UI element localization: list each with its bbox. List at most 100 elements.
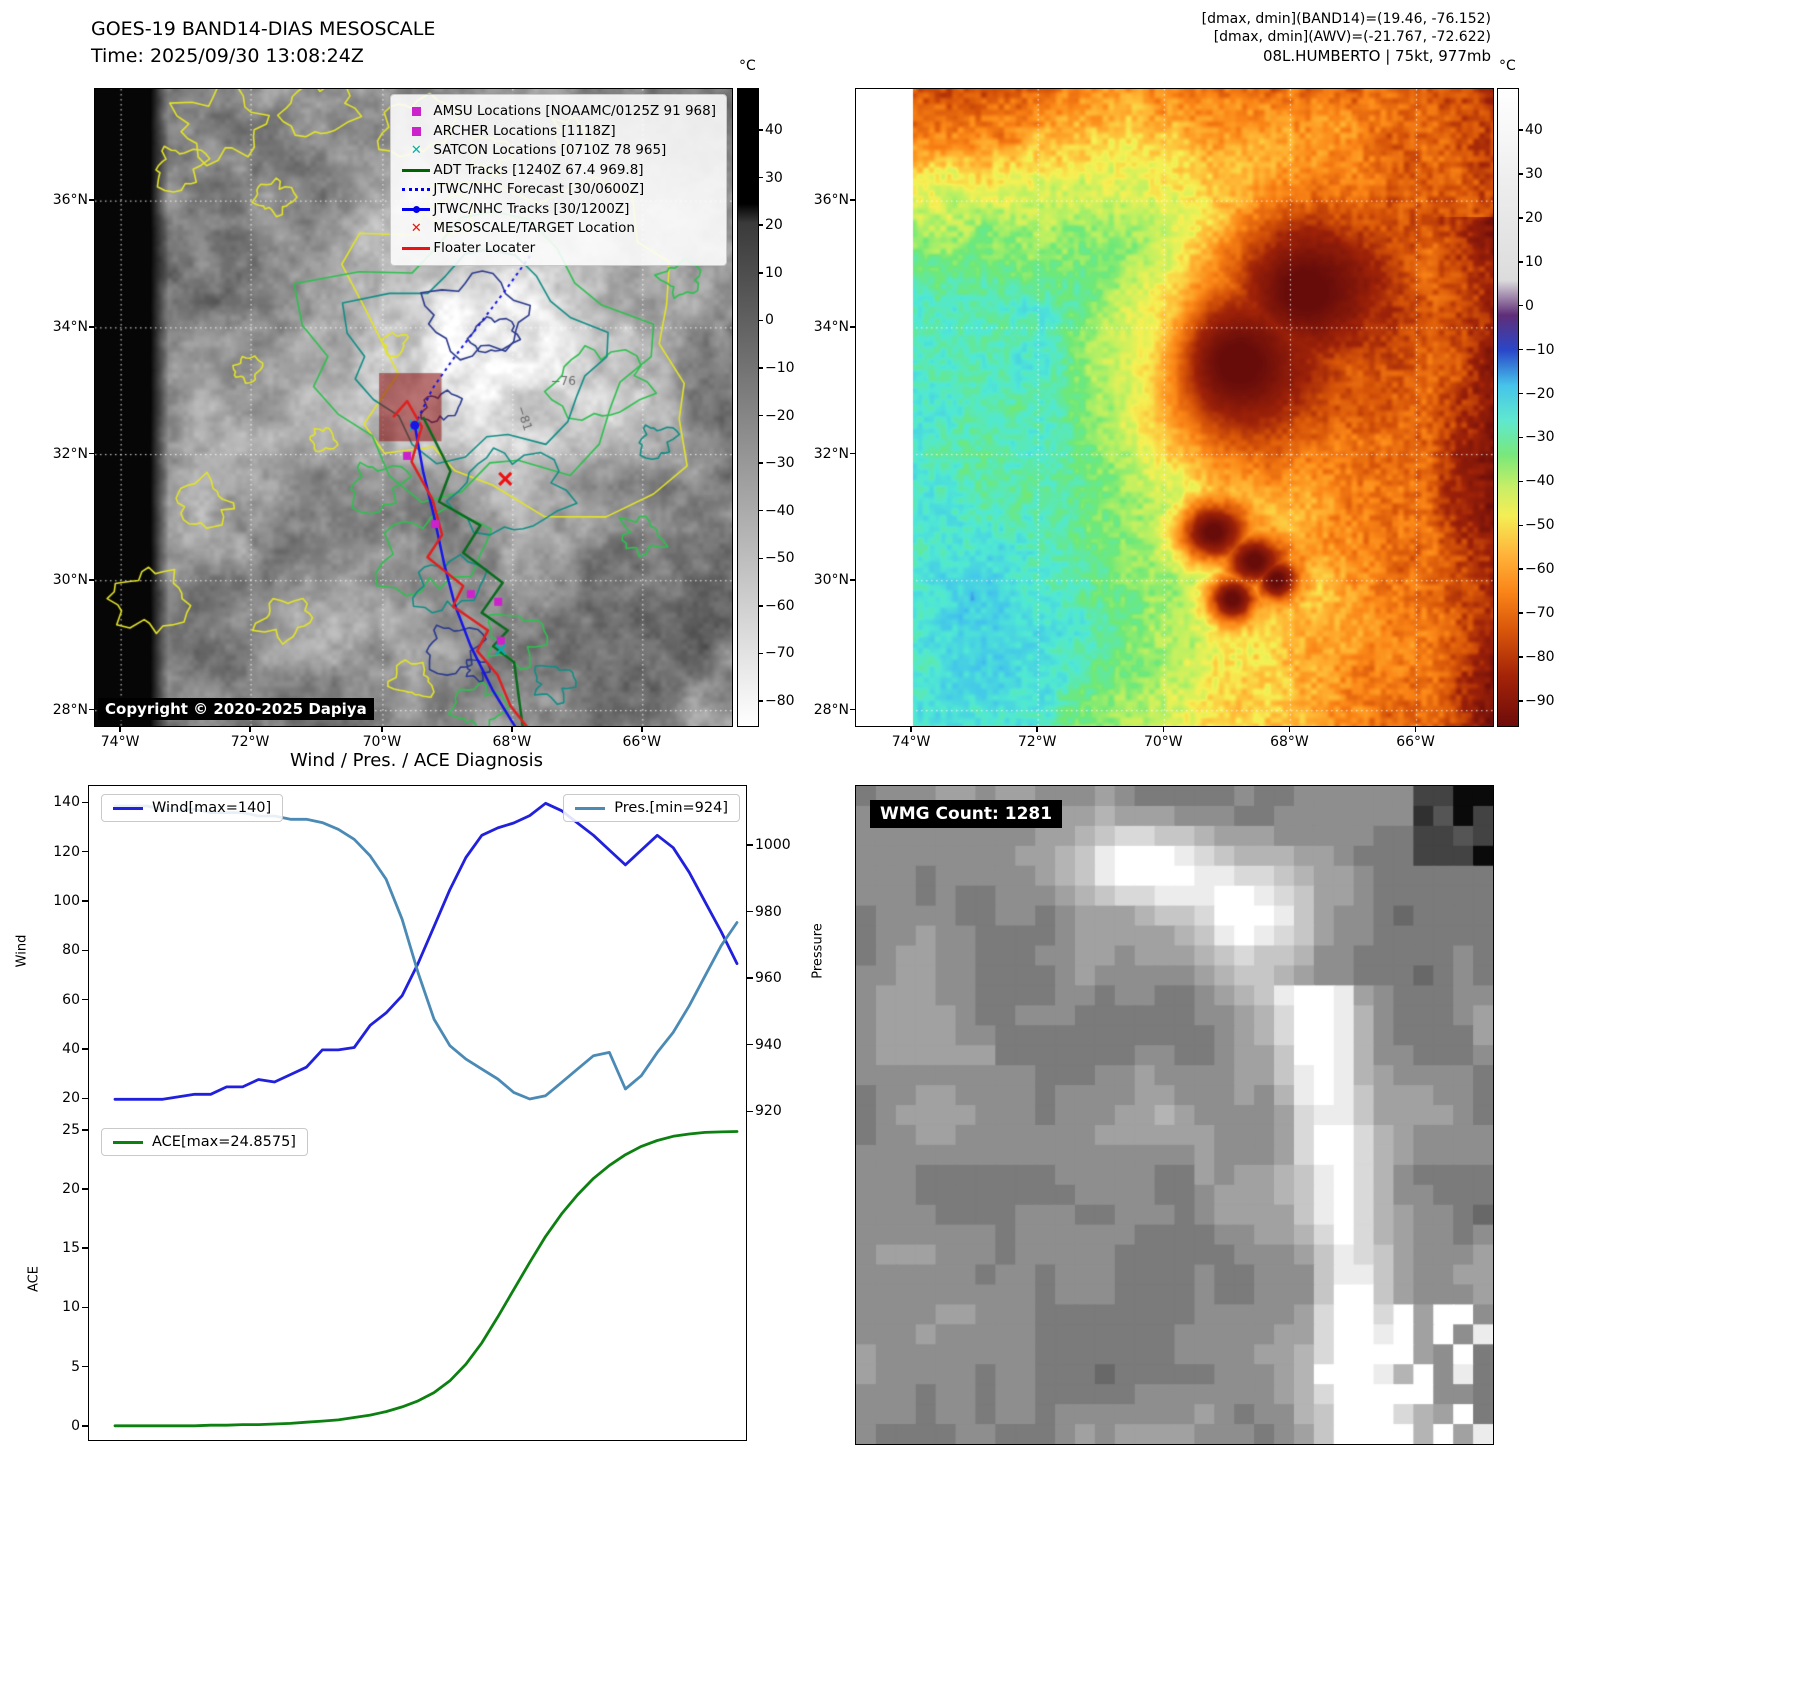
axis-tick-mark [759,129,763,131]
colorbar-tick-label: 40 [765,122,783,138]
wmg-image-panel: WMG Count: 1281 [855,785,1494,1445]
axis-tick-mark [759,224,763,226]
square-marker-glyph [411,126,421,136]
lon-tick-label: 68°W [1270,734,1309,750]
axis-tick-mark [641,727,643,732]
legend-marker-icon [399,107,433,117]
axis-tick-mark [82,1425,88,1427]
wind-axis-tick-label: 40 [62,1040,80,1057]
axis-tick-mark [82,1365,88,1368]
axis-tick-mark [1519,392,1523,395]
wmg-image-canvas [856,786,1493,1444]
band14-map-legend: AMSU Locations [NOAAMC/0125Z 91 968] ARCH… [390,94,727,266]
lon-tick-label: 72°W [1017,734,1057,750]
x-marker-glyph: ✕ [410,221,422,237]
colorbar-tick-label: −20 [765,407,795,424]
line-marker-glyph [402,246,431,250]
axis-tick-mark [1288,727,1291,732]
legend-marker-icon: ✕ [399,144,433,157]
axis-tick-mark [747,1110,753,1113]
lon-tick-label: 70°W [362,734,402,750]
pressure-axis-label: Pressure [810,923,826,979]
wind-pressure-plot [113,801,739,1101]
axis-tick-mark [1519,217,1523,219]
axis-tick-mark [1519,436,1523,439]
axis-tick-mark [1519,656,1523,658]
wind-pressure-chart: Wind[max=140] Pres.[min=924] [88,785,747,1120]
ace-legend-label: ACE[max=24.8575] [152,1134,296,1150]
lat-tick-label: 34°N [52,318,88,335]
axis-tick-mark [1519,480,1523,483]
axis-tick-mark [82,900,88,902]
legend-item-label: ADT Tracks [1240Z 67.4 969.8] [433,161,644,178]
colorbar-tick-label: 0 [1525,297,1534,314]
colorbar-tick-label: −60 [765,597,795,614]
axis-tick-mark [759,557,763,559]
wind-axis-tick-label: 100 [53,892,80,909]
dmax-dmin-awv-label: [dmax, dmin](AWV)=(-21.767, -72.622) [1213,29,1491,45]
wind-axis-tick-label: 140 [53,794,80,811]
colorbar-tick-label: −70 [765,645,795,662]
band14-timestamp: Time: 2025/09/30 13:08:24Z [91,45,364,67]
axis-tick-mark [850,579,855,581]
wind-axis-label: Wind [14,934,30,968]
legend-item-label: SATCON Locations [0710Z 78 965] [433,142,667,158]
legend-item-label: AMSU Locations [NOAAMC/0125Z 91 968] [433,103,716,119]
band14-map-panel: AMSU Locations [NOAAMC/0125Z 91 968] ARCH… [94,88,733,727]
line-dot-marker-glyph [402,205,431,213]
axis-tick-mark [1519,612,1523,614]
diagnosis-title: Wind / Pres. / ACE Diagnosis [289,750,544,771]
legend-marker-icon [399,126,433,136]
lon-tick-label: 66°W [622,734,662,750]
lon-tick-label: 68°W [492,734,532,750]
legend-item: ✕ MESOSCALE/TARGET Location [399,219,716,239]
axis-tick-mark [82,998,88,1001]
axis-tick-mark [82,1097,88,1100]
colorbar-tick-label: −60 [1525,561,1555,578]
pressure-axis-tick-label: 920 [755,1103,782,1120]
colorbar-tick-label: −40 [1525,473,1555,490]
colorbar-tick-label: −90 [1525,693,1555,709]
awv-colorbar-unit: °C [1499,58,1516,74]
axis-tick-mark [1414,727,1417,732]
dmax-dmin-band14-label: [dmax, dmin](BAND14)=(19.46, -76.152) [1201,11,1491,27]
axis-tick-mark [82,1129,88,1131]
colorbar-tick-label: −10 [1525,341,1555,358]
lat-tick-label: 32°N [52,445,88,462]
ace-chart: ACE[max=24.8575] [88,1118,747,1441]
axis-tick-mark [759,462,763,464]
line-marker-glyph [402,168,431,172]
pressure-legend: Pres.[min=924] [563,794,740,822]
ace-axis-tick-label: 10 [62,1299,80,1316]
axis-tick-mark [747,1043,753,1046]
legend-marker-icon [399,205,433,213]
axis-tick-mark [759,605,763,607]
axis-tick-mark [89,199,94,201]
wind-axis-tick-label: 20 [62,1090,80,1107]
axis-tick-mark [89,579,94,581]
ace-axis-tick-label: 0 [71,1417,80,1434]
axis-tick-mark [89,708,94,711]
wind-axis-tick-label: 120 [53,843,80,860]
legend-item-label: JTWC/NHC Tracks [30/1200Z] [433,200,630,217]
lat-tick-label: 30°N [52,571,88,588]
wind-axis-tick-label: 80 [62,942,80,959]
axis-tick-mark [759,509,763,512]
legend-marker-icon [399,246,433,250]
pressure-line-sample-icon [575,806,606,810]
colorbar-tick-label: 10 [1525,253,1543,270]
axis-tick-mark [82,801,88,804]
ace-legend: ACE[max=24.8575] [101,1128,308,1156]
axis-tick-mark [1036,727,1038,732]
legend-item: Floater Locater [399,239,716,259]
wind-line-sample-icon [113,806,143,810]
ace-axis-tick-label: 15 [62,1240,80,1257]
axis-tick-mark [82,949,88,952]
lat-tick-label: 32°N [813,445,849,462]
axis-tick-mark [89,326,94,328]
pressure-axis-tick-label: 1000 [755,836,791,853]
axis-tick-mark [759,700,763,702]
axis-tick-mark [759,176,763,179]
wind-legend: Wind[max=140] [101,794,284,822]
